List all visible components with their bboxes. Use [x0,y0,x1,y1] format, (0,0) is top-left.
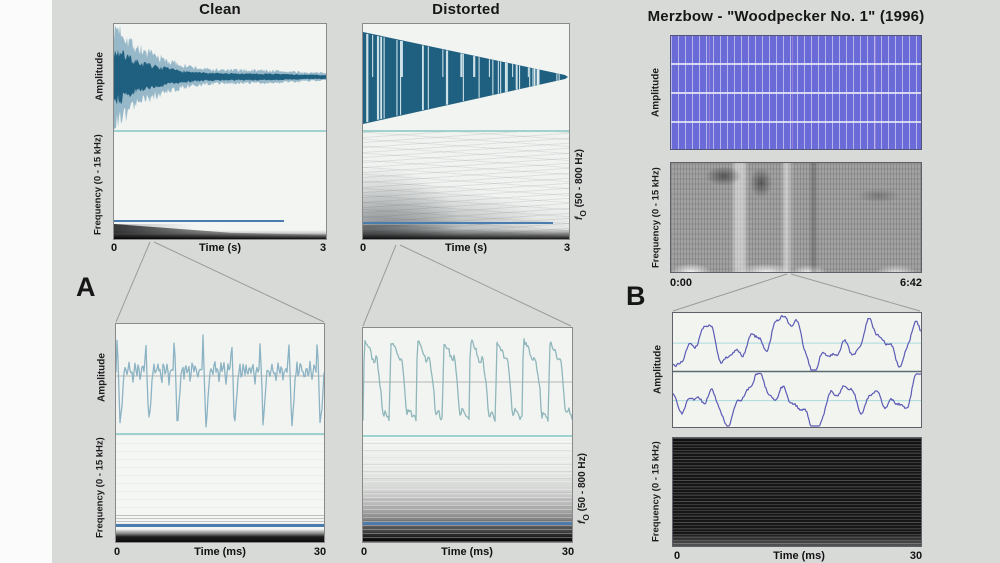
distorted-zoom-x-axis-label: Time (ms) [441,546,493,558]
distorted-zoom-plot [362,327,573,543]
clean-zoom-frequency-axis-label: Frequency (0 - 15 kHz) [94,437,106,539]
clean-zoom-waveform [116,324,324,433]
b-zoom-x-axis-label: Time (ms) [773,550,825,562]
distorted-low-freq-band [363,229,569,239]
clean-x-axis-label: Time (s) [199,242,241,254]
clean-zoom-harmonic-band [116,515,324,523]
clean-zoom-plot [115,323,325,543]
clean-zoom-x-axis-label: Time (ms) [194,546,246,558]
left-margin [0,0,52,563]
distorted-title: Distorted [432,1,500,18]
distorted-zoom-x-tick-30: 30 [561,546,575,558]
clean-zoom-x-tick-30: 30 [313,546,327,558]
clean-x-tick-3: 3 [319,242,327,254]
distorted-x-axis-label: Time (s) [445,242,487,254]
b-zoom-x-tick-0: 0 [673,550,681,562]
clean-zoom-spectrogram [116,433,324,542]
merzbow-time-start: 0:00 [670,277,693,289]
clean-zoom-amplitude-axis-label: Amplitude [96,353,108,403]
clean-full-waveform [114,24,326,130]
distorted-full-spectrogram [363,130,569,239]
clean-x-tick-0: 0 [110,242,118,254]
clean-frequency-axis-label: Frequency (0 - 15 kHz) [92,134,104,236]
b-zoom-spectrogram [672,437,922,547]
merzbow-amplitude-axis-label: Amplitude [650,68,662,117]
distorted-zoom-f0-line [363,522,572,525]
b-zoom-frequency-axis-label: Frequency (0 - 15 kHz) [650,441,662,543]
distorted-x-tick-0: 0 [359,242,367,254]
clean-zoom-f0-line [116,524,324,527]
b-zoom-amplitude-axis-label: Amplitude [652,345,664,395]
clean-f0-trace [114,220,284,222]
clean-title: Clean [199,1,241,18]
clean-full-spectrogram [114,130,326,239]
distorted-f0-trace [363,222,553,224]
merzbow-frequency-axis-label: Frequency (0 - 15 kHz) [650,167,662,268]
distorted-zoom-x-tick-0: 0 [360,546,368,558]
b-zoom-x-tick-30: 30 [909,550,923,562]
clean-full-plot [113,23,327,240]
b-zoom-waveforms [672,312,922,428]
distorted-zoom-spectrogram [363,435,572,542]
merzbow-title: Merzbow - "Woodpecker No. 1" (1996) [647,8,925,25]
clean-amplitude-axis-label: Amplitude [94,52,106,101]
clean-zoom-x-tick-0: 0 [113,546,121,558]
merzbow-time-end: 6:42 [899,277,922,289]
clean-zoom-bottom-band [116,529,324,542]
merzbow-waveform-block [670,35,922,150]
merzbow-spectrogram [670,162,922,273]
panel-b-label: B [626,281,646,311]
distorted-full-plot [362,23,570,240]
distorted-x-tick-3: 3 [563,242,571,254]
distorted-zoom-waveform [363,328,572,435]
distorted-full-waveform [363,24,569,130]
panel-a-label: A [76,272,96,302]
f0-axis-label-top: fO (50 - 800 Hz) [574,149,588,221]
f0-axis-label-bottom: fO (50 - 800 Hz) [577,453,591,525]
